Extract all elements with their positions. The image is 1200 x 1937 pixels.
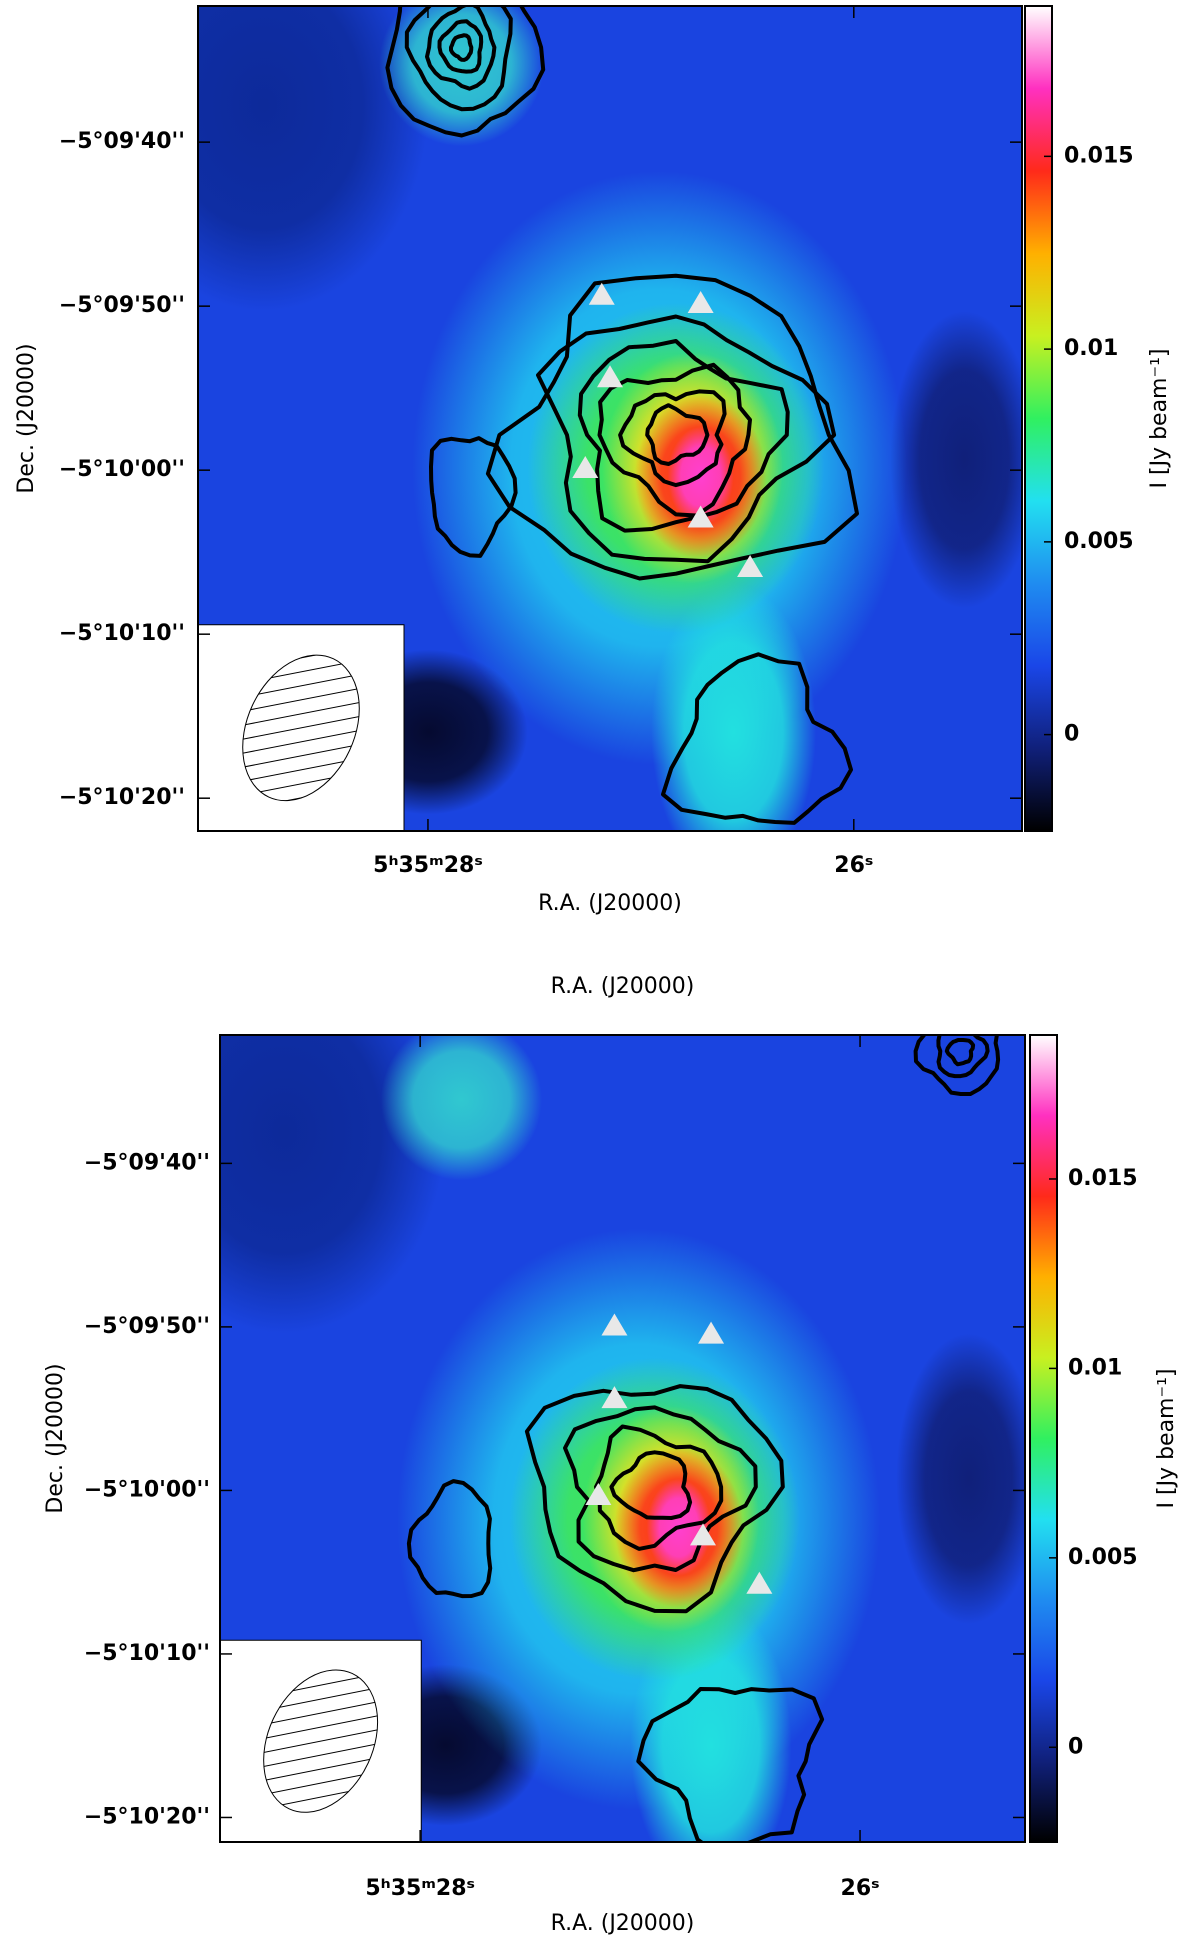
x-tick-label: 26ˢ [834,853,873,878]
y-tick-label: −5°10'00'' [84,1477,210,1502]
source-marker [690,1523,716,1546]
source-marker [585,1482,612,1505]
map-blob [651,583,816,831]
plot-frame [197,5,1023,832]
source-marker [597,365,623,388]
intensity-map [198,6,1022,831]
contour [636,1687,825,1842]
contour [385,6,546,138]
map-blob [381,1035,542,1181]
colorbar-tick-label: 0.005 [1064,529,1134,554]
contours [406,1035,1001,1842]
map-blob [896,1333,1025,1625]
source-marker [687,505,714,528]
colorbar-tick-label: 0.005 [1068,1545,1138,1570]
beam [242,654,360,802]
x-tick-label: 5ʰ35ᵐ28ˢ [365,1876,475,1901]
x-axis-label: R.A. (J20000) [551,1911,695,1936]
contour [913,1035,1001,1096]
y-tick-label: −5°09'50'' [59,293,185,318]
y-tick-label: −5°10'00'' [59,457,185,482]
y-tick-label: −5°10'10'' [84,1641,210,1666]
colorbar-tick-label: 0.015 [1068,1166,1138,1191]
map-blob [890,311,1022,609]
map-blob [379,6,545,147]
contour [594,1424,724,1551]
contours [385,6,859,825]
y-tick-label: −5°09'40'' [59,129,185,154]
source-marker [698,1321,725,1344]
y-tick-label: −5°09'50'' [84,1314,210,1339]
contour [609,1450,693,1520]
y-axis-label: Dec. (J20000) [43,1363,68,1513]
contour [485,273,859,581]
x-tick-label: 5ʰ35ᵐ28ˢ [373,853,483,878]
contour [429,436,518,558]
contour [425,6,497,91]
contour [406,1479,493,1599]
source-marker [601,1386,628,1409]
source-marker [588,282,615,305]
map-blob [198,6,429,312]
x-tick-label: 26ˢ [841,1876,880,1901]
plot-frame [219,1034,1026,1843]
colorbar-tick-label: 0 [1064,722,1079,747]
contour [936,1035,990,1079]
contour [597,362,752,518]
colorbar-label: I [Jy beam⁻¹] [1147,349,1172,489]
contour [618,389,727,488]
source-marker [601,1313,628,1336]
panel: −5°09'40'' −5°09'50'' −5°10'00'' −5°10'10''… [14,5,1172,916]
colorbar-tick-label: 0.01 [1064,336,1118,361]
y-tick-label: −5°09'40'' [84,1150,210,1175]
contour [524,1384,785,1614]
colorbar [1029,1034,1058,1843]
y-tick-label: −5°10'20'' [84,1804,210,1829]
contour [577,339,790,533]
panel: −5°09'40'' −5°09'50'' −5°10'00'' −5°10'10''… [43,974,1179,1936]
colorbar-tick-label: 0 [1068,1734,1083,1759]
colorbar [1024,5,1053,832]
contour [645,403,710,466]
beam [263,1669,379,1813]
y-axis-label: Dec. (J20000) [14,343,39,493]
contour [661,652,853,825]
contour [536,314,837,564]
contour [449,33,474,62]
top-label: R.A. (J20000) [551,974,695,999]
source-marker [737,555,764,577]
x-axis-label: R.A. (J20000) [538,891,682,916]
colorbar-tick-label: 0.01 [1068,1355,1122,1380]
y-tick-label: −5°10'20'' [59,785,185,810]
y-tick-label: −5°10'10'' [59,621,185,646]
colorbar-label: I [Jy beam⁻¹] [1154,1369,1179,1509]
intensity-map [220,1035,1025,1842]
source-marker [572,456,599,478]
contour [437,19,484,74]
contour [404,6,513,112]
colorbar-tick-label: 0.015 [1064,143,1134,168]
contour [563,1405,758,1573]
source-marker [687,291,714,313]
source-marker [746,1571,773,1594]
contour [944,1038,976,1067]
